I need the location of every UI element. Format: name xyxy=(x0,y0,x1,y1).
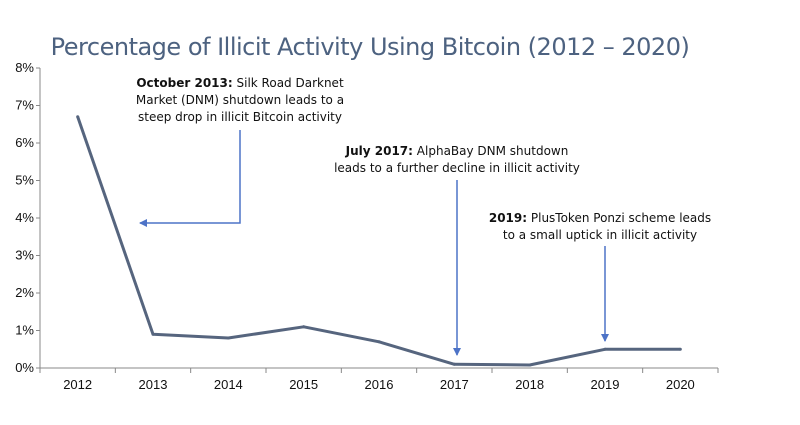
annotation-silk-road-line-2: Market (DNM) shutdown leads to a xyxy=(136,93,344,107)
y-tick-label: 0% xyxy=(15,360,34,375)
annotation-plustoken-line-1: 2019: PlusToken Ponzi scheme leads xyxy=(489,211,711,225)
data-point xyxy=(302,325,306,329)
y-tick-label: 6% xyxy=(15,135,34,150)
data-point xyxy=(76,115,80,119)
annotation-silk-road-line-3: steep drop in illicit Bitcoin activity xyxy=(138,110,342,124)
y-tick-label: 8% xyxy=(15,60,34,75)
data-point xyxy=(151,332,155,336)
y-tick-label: 3% xyxy=(15,248,34,263)
data-point xyxy=(528,363,532,367)
annotation-plustoken-line-2: to a small uptick in illicit activity xyxy=(503,228,697,242)
chart-title: Percentage of Illicit Activity Using Bit… xyxy=(51,33,690,61)
annotation-silk-road: October 2013: Silk Road Darknet Market (… xyxy=(136,76,344,227)
y-tick-label: 5% xyxy=(15,173,34,188)
data-points xyxy=(76,115,682,367)
x-ticks: 2012 2013 2014 2015 2016 2017 2018 2019 2020 xyxy=(39,368,719,392)
y-ticks: 0% 1% 2% 3% 4% 5% 6% 7% 8% xyxy=(15,60,40,375)
y-tick-label: 2% xyxy=(15,285,34,300)
annotation-alphabay-line-2: leads to a further decline in illicit ac… xyxy=(334,161,580,175)
data-point xyxy=(603,347,607,351)
annotation-alphabay-bold: July 2017: xyxy=(345,144,413,158)
data-point xyxy=(452,362,456,366)
y-tick-label: 1% xyxy=(15,323,34,338)
x-tick-label: 2012 xyxy=(63,377,92,392)
annotation-silk-road-line-1: October 2013: Silk Road Darknet xyxy=(136,76,344,90)
data-point xyxy=(226,336,230,340)
data-point xyxy=(377,340,381,344)
annotation-alphabay-line-1: July 2017: AlphaBay DNM shutdown xyxy=(345,144,569,158)
annotation-silk-road-bold: October 2013: xyxy=(136,76,232,90)
annotation-plustoken-bold: 2019: xyxy=(489,211,527,225)
y-tick-label: 7% xyxy=(15,98,34,113)
x-tick-label: 2020 xyxy=(666,377,695,392)
y-tick-label: 4% xyxy=(15,210,34,225)
x-tick-label: 2016 xyxy=(365,377,394,392)
x-tick-label: 2015 xyxy=(289,377,318,392)
x-tick-label: 2014 xyxy=(214,377,243,392)
data-point xyxy=(678,347,682,351)
x-tick-label: 2013 xyxy=(139,377,168,392)
annotation-alphabay: July 2017: AlphaBay DNM shutdown leads t… xyxy=(334,144,580,356)
x-tick-label: 2018 xyxy=(515,377,544,392)
annotation-silk-road-arrow xyxy=(139,130,241,227)
x-tick-label: 2019 xyxy=(591,377,620,392)
annotation-plustoken: 2019: PlusToken Ponzi scheme leads to a … xyxy=(489,211,711,342)
x-tick-label: 2017 xyxy=(440,377,469,392)
